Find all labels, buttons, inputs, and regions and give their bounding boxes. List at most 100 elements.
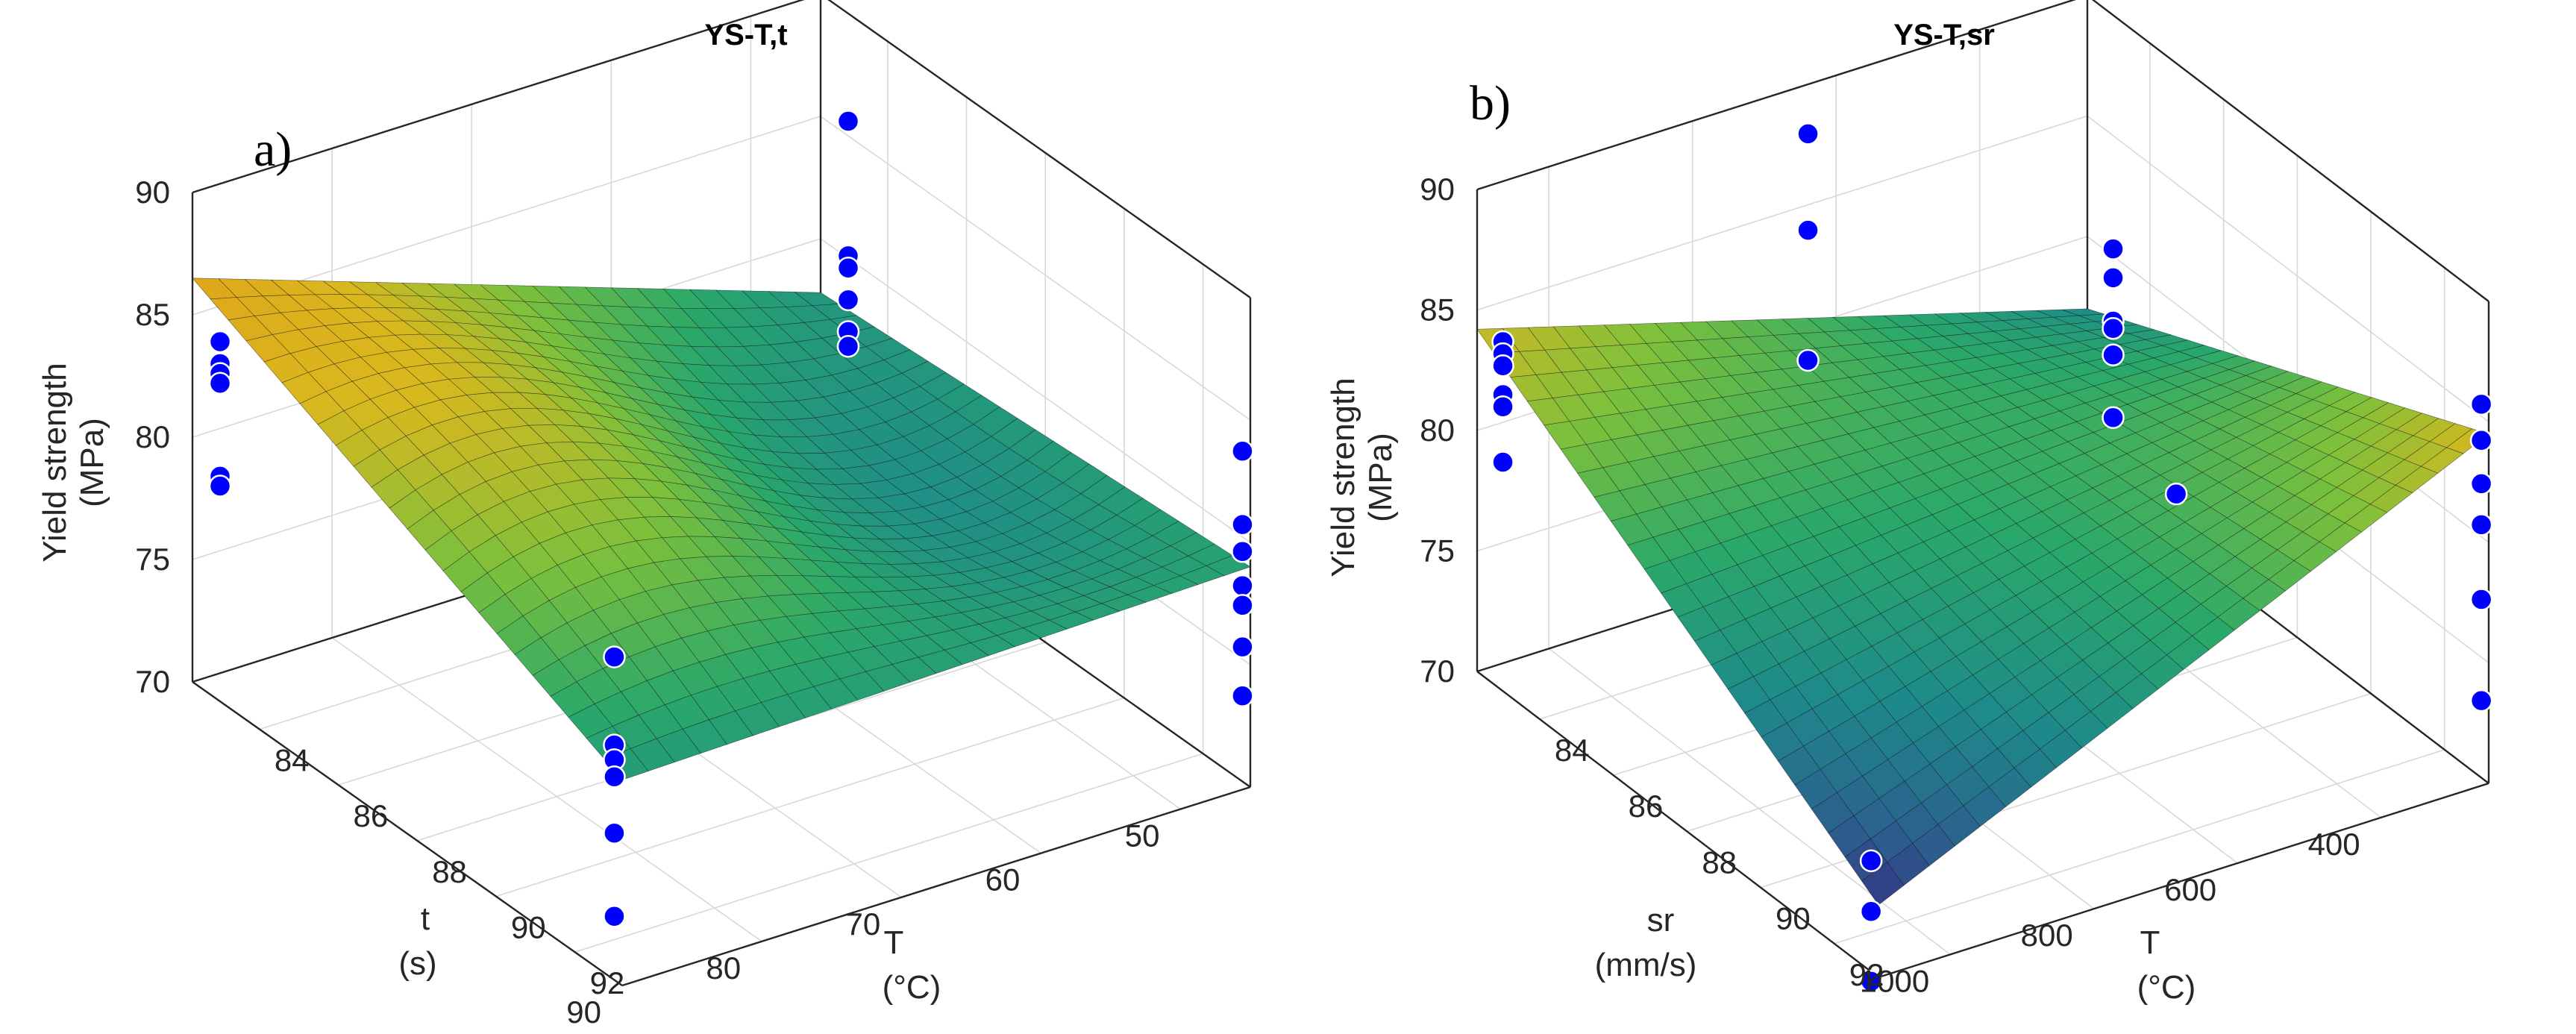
panel-b-xtick-label: 92 — [1849, 957, 1884, 992]
panel-b-zlabel-line1: Yield strength — [1325, 377, 1361, 577]
panel-a-data-point — [836, 257, 860, 280]
panel-a-data-point — [208, 372, 232, 395]
panel-b-data-point — [2102, 316, 2125, 340]
panel-a-data-point — [603, 821, 626, 845]
panel-b-data-point — [1491, 395, 1514, 419]
panel-b-data-point — [2102, 266, 2125, 289]
panel-a-xlabel-line1: T — [884, 924, 904, 961]
panel-a-data-point — [1231, 635, 1254, 659]
panel-b-ztick-label: 90 — [1420, 172, 1455, 207]
panel-b-xtick-label: 86 — [1629, 789, 1664, 824]
panel-a-data-point — [1231, 539, 1254, 563]
axis-edge — [2091, 0, 2489, 302]
panel-b: 70 75 80 85 90 400 600 800 1000 84 86 88 90 92 YS-T,s… — [1325, 0, 2493, 1006]
panel-b-label: b) — [1470, 76, 1511, 131]
panel-b-data-point — [2469, 392, 2493, 416]
panel-b-data-point — [2469, 588, 2493, 611]
axis-edge — [1878, 782, 2489, 979]
panel-a-xtick-label: 86 — [354, 798, 389, 833]
panel-b-data-point — [1796, 219, 1820, 242]
panel-b-data-point — [2102, 237, 2125, 260]
panel-a-surface — [192, 278, 1251, 780]
panel-b-data-point — [1491, 451, 1514, 474]
panel-a-points — [208, 110, 1254, 928]
panel-a-ylabel-line1: t — [421, 900, 430, 937]
panel-a-ztick-label: 90 — [135, 175, 170, 210]
panel-b-data-point — [1796, 122, 1820, 145]
panel-b-ylabel-line2: (mm/s) — [1595, 947, 1697, 983]
panel-b-xtick-label: 84 — [1555, 733, 1590, 768]
panel-a-zlabel-line2: (MPa) — [74, 418, 110, 507]
panel-a-ytick-label: 50 — [1125, 818, 1160, 853]
panel-a-data-point — [836, 110, 860, 133]
axis-edge — [621, 786, 1251, 987]
panel-b-ztick-label: 70 — [1420, 654, 1455, 689]
axis-edge — [1476, 671, 1879, 978]
panel-b-data-point — [1859, 849, 1883, 873]
panel-b-ylabel-line1: sr — [1647, 902, 1675, 939]
panel-a-data-point — [1231, 574, 1254, 598]
panel-a-data-point — [836, 288, 860, 312]
panel-a-data-point — [208, 330, 232, 354]
panel-b-data-point — [2469, 472, 2493, 495]
panel-b-data-point — [1859, 900, 1883, 923]
panel-a-data-point — [1231, 513, 1254, 536]
panel-a-xtick-label: 92 — [590, 965, 625, 1000]
panel-b-ztick-label: 80 — [1420, 413, 1455, 448]
panel-b-ytick-label: 400 — [2308, 827, 2360, 862]
panel-a-ytick-label: 80 — [706, 950, 741, 986]
panel-a-ztick-label: 70 — [135, 664, 170, 699]
panel-b-surface — [1476, 308, 2489, 906]
axis-edge — [192, 0, 805, 194]
panel-a-data-point — [1231, 684, 1254, 707]
panel-a-data-point — [603, 765, 626, 789]
panel-b-ztick-label: 75 — [1420, 533, 1455, 568]
panel-a-ytick-label: 90 — [566, 994, 601, 1030]
panel-a-xtick-label: 90 — [511, 910, 546, 945]
panel-a-label: a) — [254, 122, 292, 177]
panel-b-zlabel-line2: (MPa) — [1362, 433, 1399, 522]
panel-a-ztick-label: 75 — [135, 542, 170, 577]
panel-a-data-point — [603, 905, 626, 928]
axis-edge — [192, 681, 623, 986]
panel-b-data-point — [1859, 970, 1883, 993]
panel-b-ztick-label: 85 — [1420, 292, 1455, 328]
panel-a-title: YS-T,t — [704, 19, 787, 51]
panel-b-ytick-label: 800 — [2021, 918, 2073, 953]
panel-b-title: YS-T,sr — [1893, 19, 1995, 51]
panel-b-data-point — [2469, 689, 2493, 712]
panel-a-ytick-label: 60 — [985, 862, 1021, 897]
panel-b-data-point — [2102, 343, 2125, 367]
panel-a-ylabel-line2: (s) — [398, 945, 436, 982]
panel-a-ztick-label: 85 — [135, 297, 170, 332]
panel-b-data-point — [2469, 429, 2493, 452]
axis-edge — [1476, 0, 2077, 191]
panel-b-ytick-label: 1000 — [1860, 963, 1929, 998]
panel-b-data-point — [1796, 348, 1820, 372]
panel-b-xtick-label: 90 — [1776, 901, 1811, 936]
panel-b-xtick-label: 88 — [1702, 845, 1737, 880]
panel-b-xlabel-line1: T — [2140, 924, 2160, 961]
panel-a-data-point — [836, 334, 860, 358]
panel-a-data-point — [208, 474, 232, 498]
panel-a-zlabel-line1: Yield strength — [37, 363, 73, 562]
panel-b-ytick-label: 600 — [2164, 872, 2216, 907]
panel-a-data-point — [1231, 594, 1254, 617]
panel-a-ytick-label: 70 — [846, 906, 881, 941]
panel-b-data-point — [2469, 513, 2493, 536]
panel-b-ticks: 70 75 80 85 90 400 600 800 1000 84 86 88 90 92 — [1420, 172, 2360, 998]
panel-a-data-point — [1231, 439, 1254, 463]
panel-a-xlabel-line2: (°C) — [883, 969, 941, 1006]
panel-a-data-point — [603, 645, 626, 668]
panel-a-xtick-label: 84 — [275, 742, 310, 777]
panel-a-ztick-label: 80 — [135, 419, 170, 454]
panel-b-xlabel-line2: (°C) — [2137, 969, 2196, 1006]
panel-a-xtick-label: 88 — [432, 854, 467, 889]
axis-edge — [827, 0, 1251, 298]
panel-b-data-point — [2164, 482, 2188, 506]
panel-b-points — [1491, 122, 2493, 993]
panel-b-data-point — [1491, 354, 1514, 377]
